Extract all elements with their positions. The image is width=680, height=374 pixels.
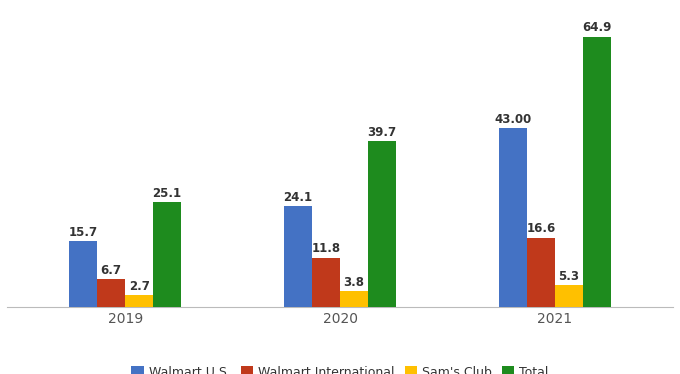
Bar (499, 128, 527, 307)
Bar (312, 258, 340, 307)
Bar (97, 279, 125, 307)
Bar (583, 37, 611, 307)
Legend: Walmart U.S., Walmart International, Sam's Club, Total: Walmart U.S., Walmart International, Sam… (126, 361, 554, 374)
Bar (69, 241, 97, 307)
Text: 43.00: 43.00 (494, 113, 532, 126)
Bar (284, 206, 312, 307)
Bar (368, 141, 396, 307)
Bar (527, 237, 555, 307)
Text: 6.7: 6.7 (101, 264, 122, 277)
Bar (125, 295, 153, 307)
Text: 64.9: 64.9 (582, 21, 611, 34)
Bar (555, 285, 583, 307)
Text: 16.6: 16.6 (526, 223, 556, 236)
Text: 11.8: 11.8 (311, 242, 341, 255)
Text: 15.7: 15.7 (69, 226, 98, 239)
Bar (340, 291, 368, 307)
Text: 24.1: 24.1 (284, 191, 313, 204)
Bar (153, 202, 181, 307)
Text: 25.1: 25.1 (152, 187, 182, 200)
Text: 39.7: 39.7 (367, 126, 396, 140)
Text: 5.3: 5.3 (558, 270, 579, 282)
Text: 3.8: 3.8 (343, 276, 364, 289)
Text: 2.7: 2.7 (129, 280, 150, 293)
